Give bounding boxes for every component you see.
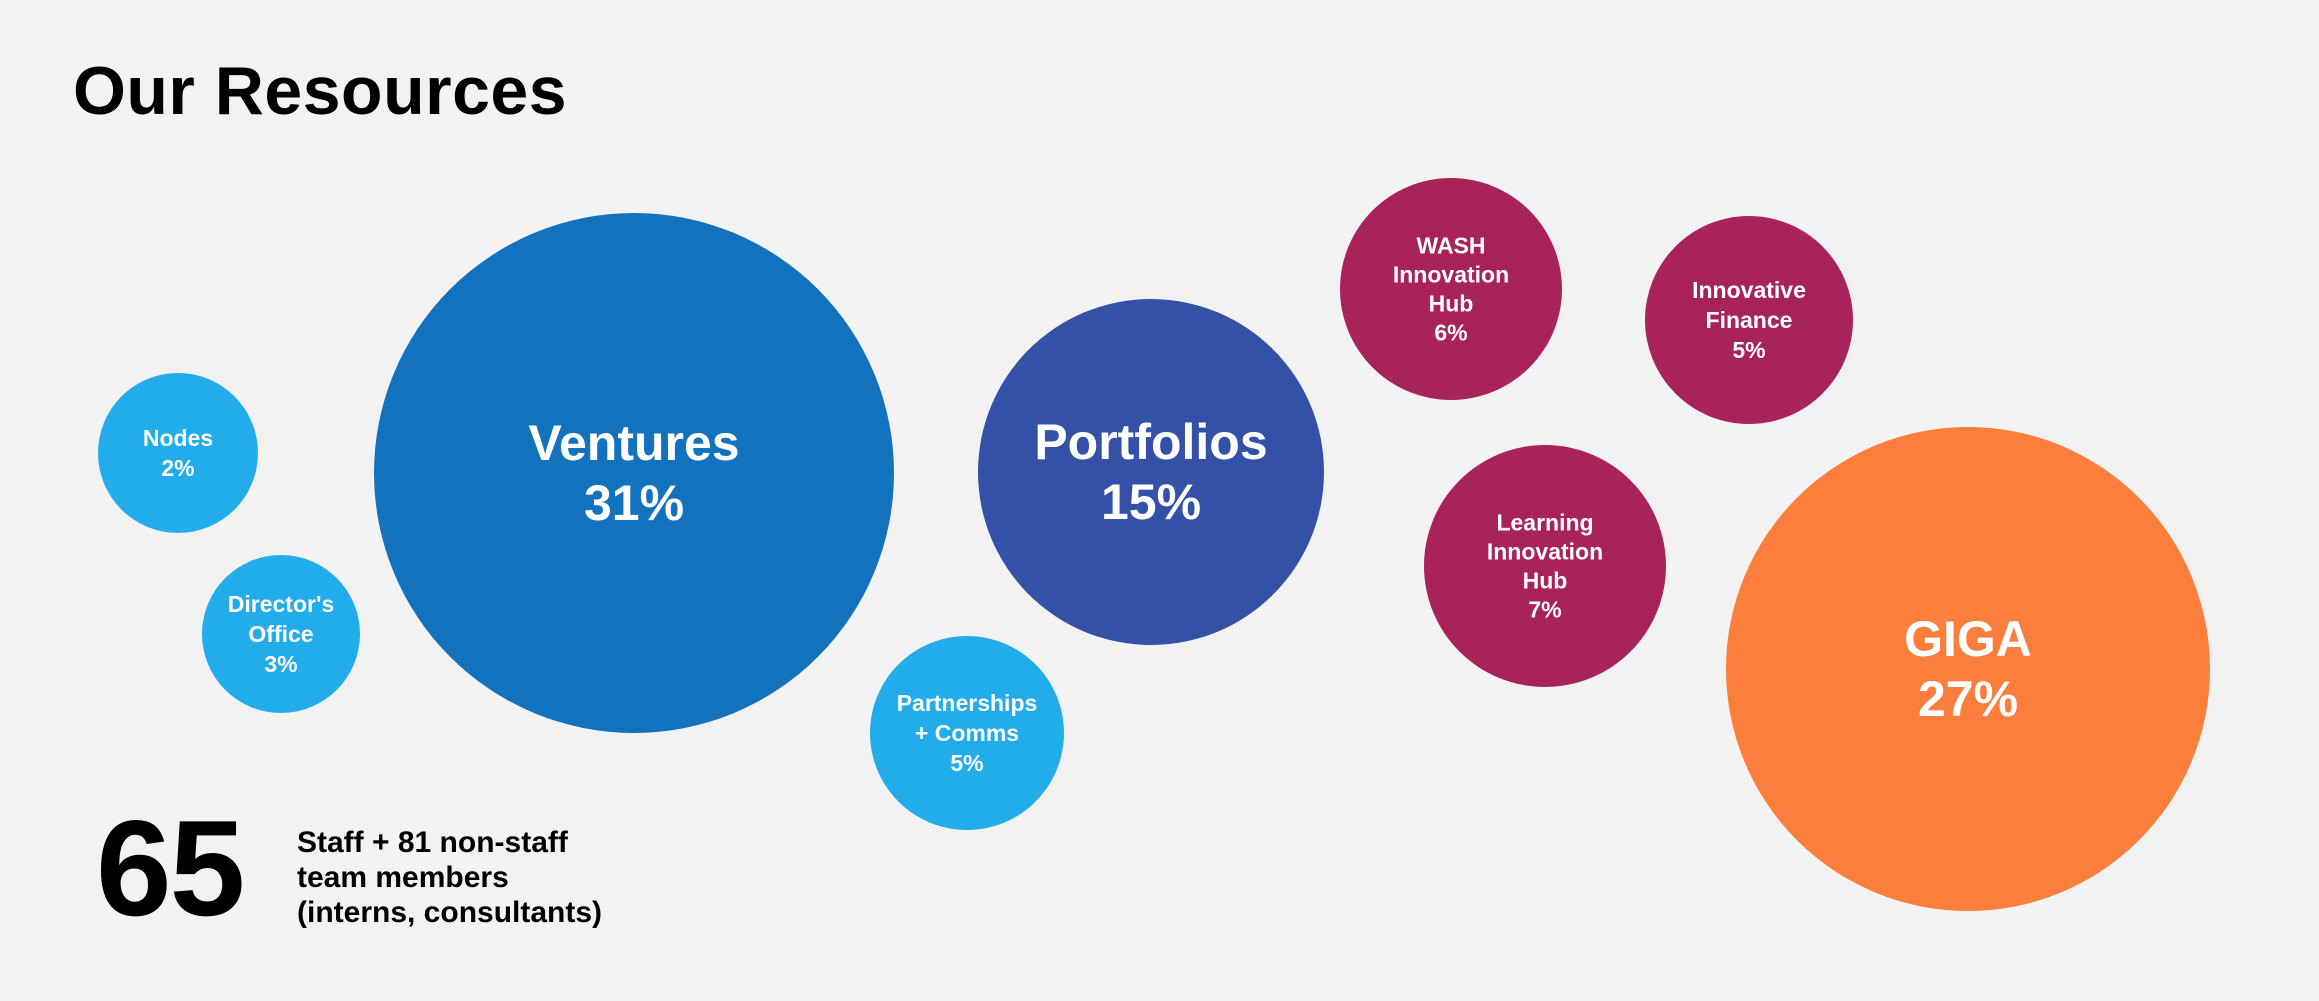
bubble-label-innovative-finance: Finance (1706, 307, 1793, 333)
bubble-partnerships-comms: Partnerships + Comms 5% (870, 636, 1064, 830)
bubble-label-learning-innovation-hub: Learning (1496, 510, 1593, 536)
staff-note-line: team members (297, 861, 509, 894)
staff-count: 65 (96, 792, 245, 944)
staff-note-line: (interns, consultants) (297, 896, 603, 929)
bubble-label-ventures: 31% (584, 475, 684, 531)
bubble-label-nodes: 2% (161, 455, 194, 481)
bubble-label-portfolios: Portfolios (1034, 414, 1267, 470)
bubble-label-wash-innovation-hub: Hub (1429, 291, 1474, 317)
bubble-label-wash-innovation-hub: Innovation (1393, 262, 1509, 288)
bubble-circle-learning-innovation-hub (1424, 445, 1666, 687)
bubble-label-learning-innovation-hub: 7% (1528, 597, 1561, 623)
bubble-innovative-finance: Innovative Finance 5% (1645, 216, 1853, 424)
bubble-circle-nodes (98, 373, 258, 533)
bubble-learning-innovation-hub: Learning Innovation Hub 7% (1424, 445, 1666, 687)
bubble-label-wash-innovation-hub: 6% (1434, 320, 1467, 346)
bubble-label-portfolios: 15% (1101, 474, 1201, 530)
bubble-label-directors-office: 3% (264, 651, 297, 677)
bubble-label-partnerships-comms: Partnerships (897, 690, 1038, 716)
staff-note: Staff + 81 non-staff team members (inter… (297, 825, 602, 930)
bubble-label-directors-office: Director's (228, 591, 334, 617)
bubble-label-innovative-finance: Innovative (1692, 277, 1806, 303)
bubble-wash-innovation-hub: WASH Innovation Hub 6% (1340, 178, 1562, 400)
bubble-label-wash-innovation-hub: WASH (1417, 233, 1486, 259)
bubble-label-directors-office: Office (248, 621, 313, 647)
bubble-label-nodes: Nodes (143, 425, 213, 451)
bubble-label-giga: 27% (1918, 671, 2018, 727)
bubble-label-ventures: Ventures (528, 415, 739, 471)
bubble-label-learning-innovation-hub: Hub (1523, 568, 1568, 594)
bubble-directors-office: Director's Office 3% (202, 555, 360, 713)
bubble-circle-partnerships-comms (870, 636, 1064, 830)
bubble-circle-innovative-finance (1645, 216, 1853, 424)
bubble-label-partnerships-comms: + Comms (915, 720, 1019, 746)
bubble-label-partnerships-comms: 5% (950, 750, 983, 776)
bubble-circle-ventures (374, 213, 894, 733)
bubble-circle-directors-office (202, 555, 360, 713)
bubble-circle-wash-innovation-hub (1340, 178, 1562, 400)
bubble-label-innovative-finance: 5% (1732, 337, 1765, 363)
bubble-nodes: Nodes 2% (98, 373, 258, 533)
bubble-circle-portfolios (978, 299, 1324, 645)
staff-note-line: Staff + 81 non-staff (297, 826, 568, 859)
bubble-circle-giga (1726, 427, 2210, 911)
page-title: Our Resources (73, 53, 568, 129)
bubble-label-learning-innovation-hub: Innovation (1487, 539, 1603, 565)
bubble-label-giga: GIGA (1904, 611, 2032, 667)
